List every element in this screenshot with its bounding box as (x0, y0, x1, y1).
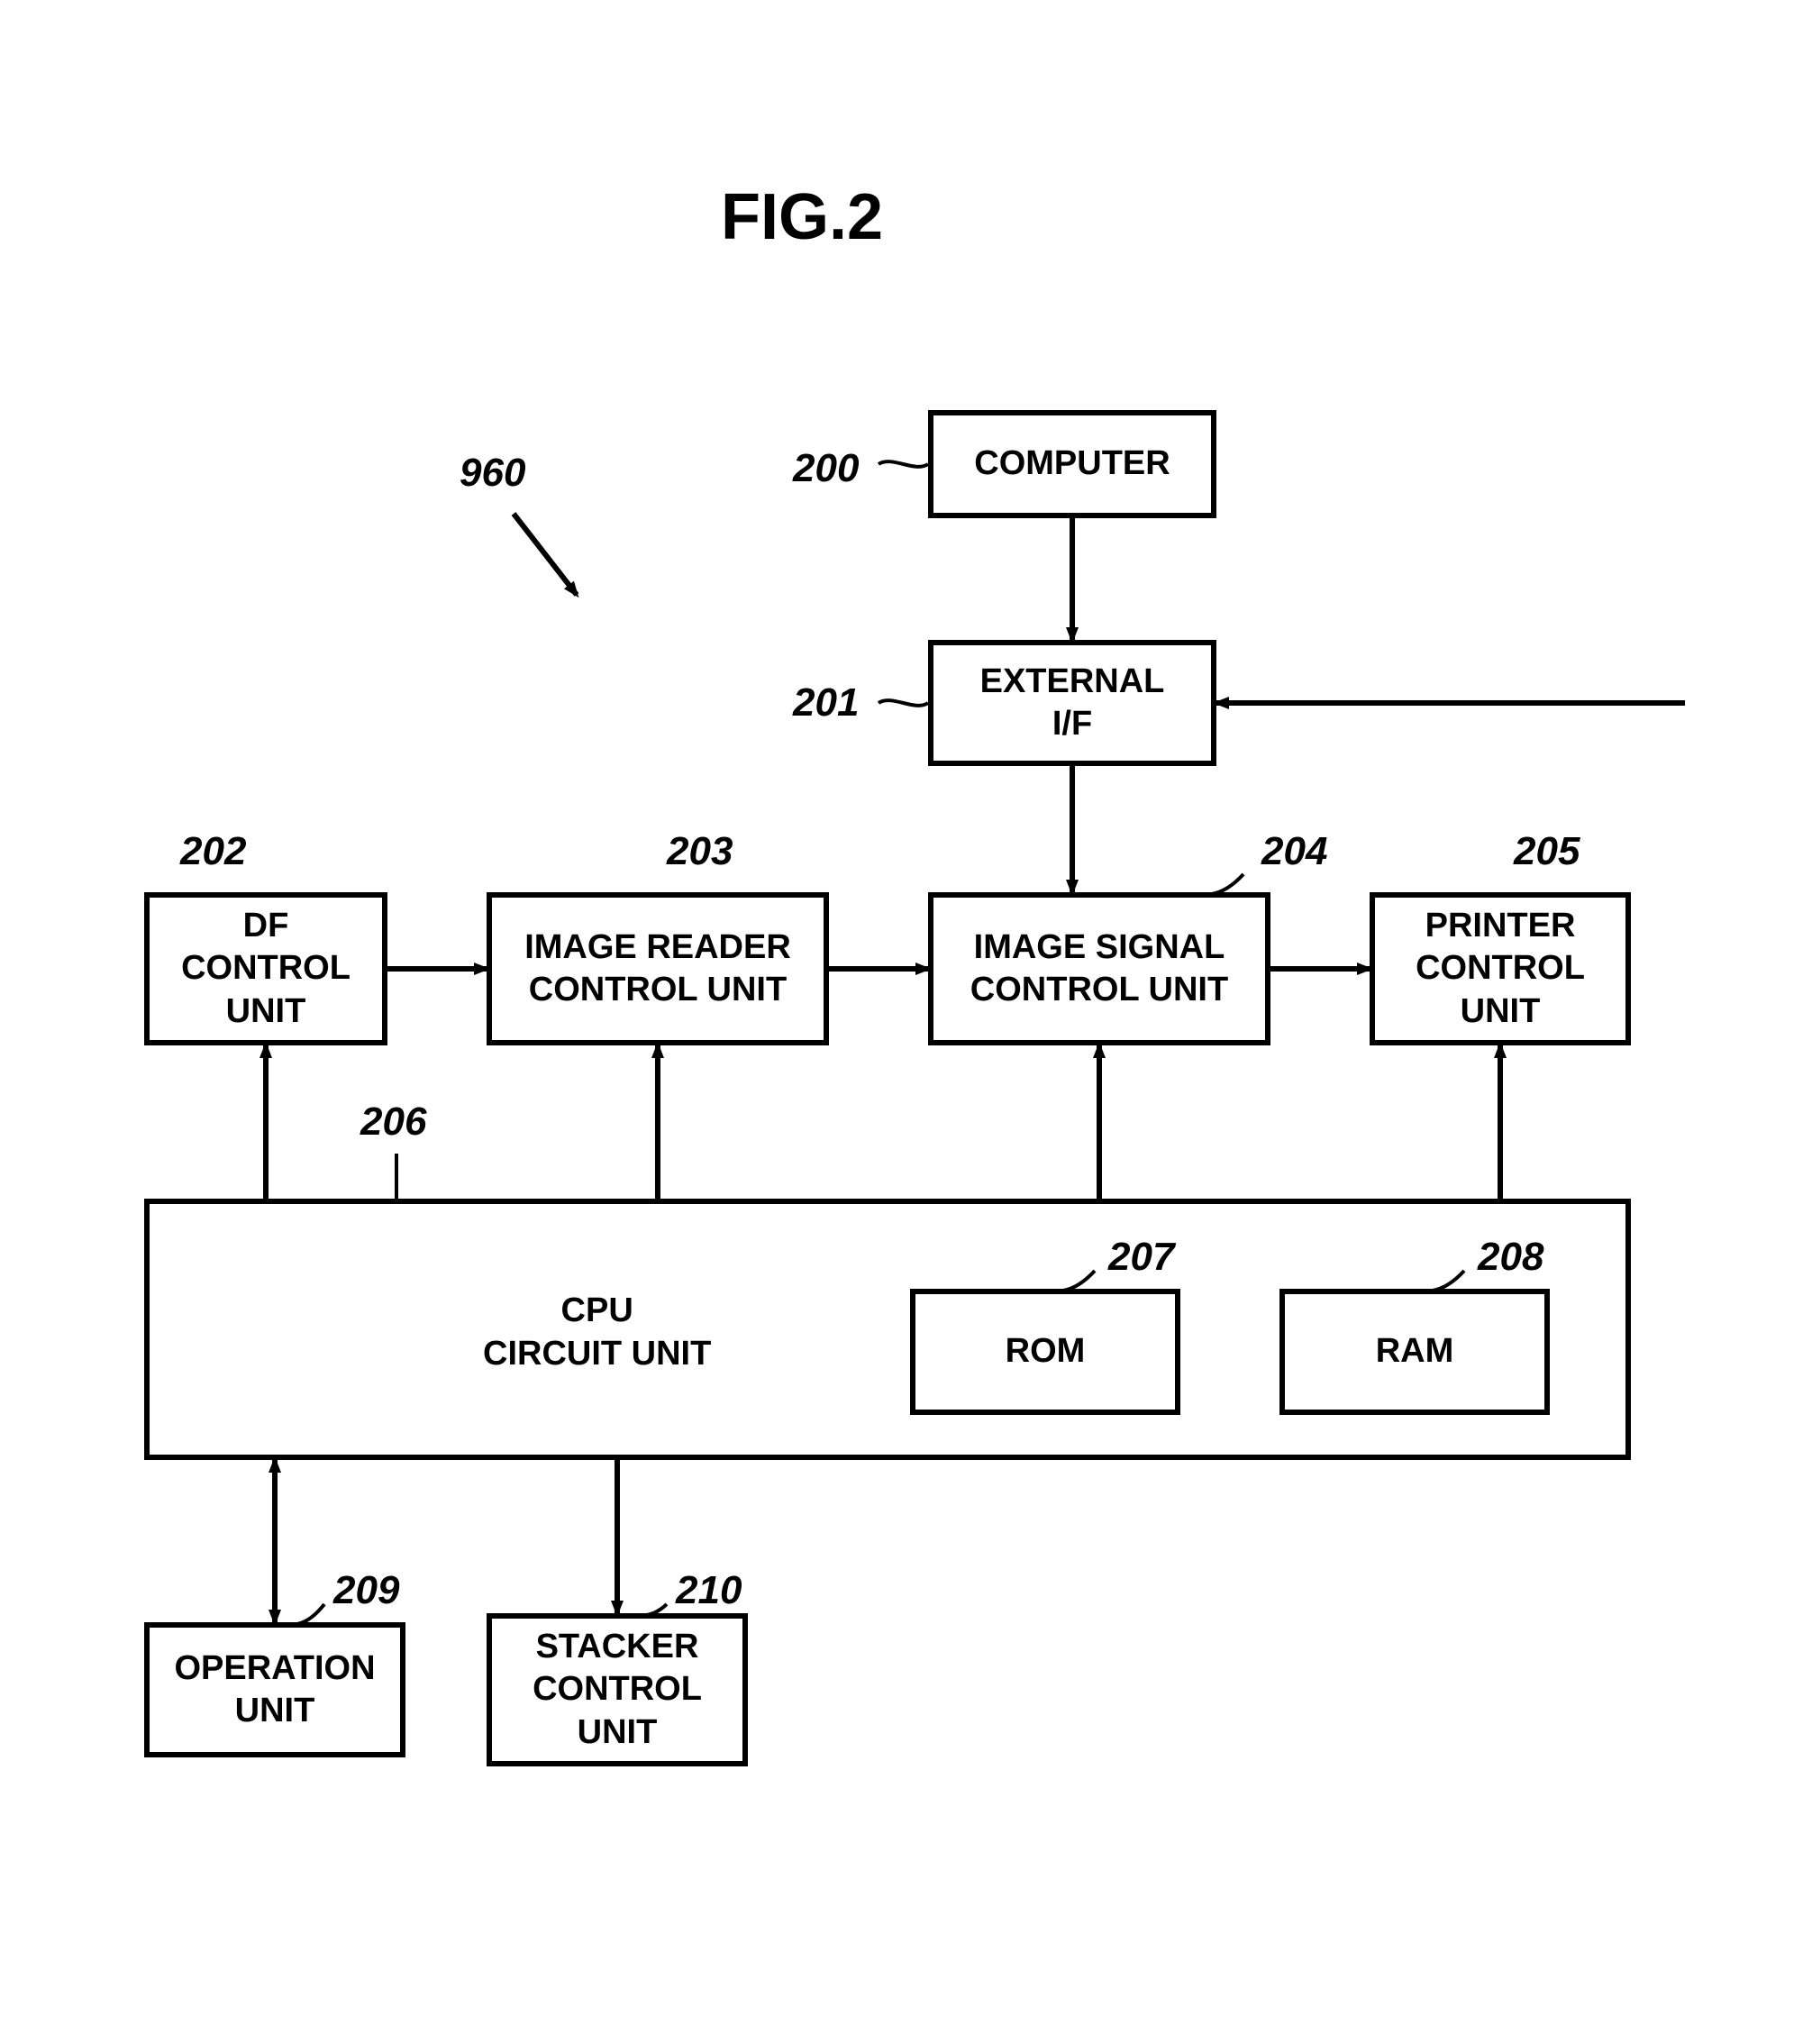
printer-box: PRINTER CONTROL UNIT (1370, 892, 1631, 1045)
df-control-box: DF CONTROL UNIT (144, 892, 387, 1045)
ref-202: 202 (180, 829, 246, 874)
external-if-box: EXTERNAL I/F (928, 640, 1216, 766)
image-signal-box: IMAGE SIGNAL CONTROL UNIT (928, 892, 1270, 1045)
computer-box: COMPUTER (928, 410, 1216, 518)
ref-205: 205 (1514, 829, 1580, 874)
ref-204: 204 (1261, 829, 1327, 874)
ref-leader-computer (879, 461, 928, 467)
figure-title: FIG.2 (721, 180, 883, 254)
ref-200: 200 (793, 446, 859, 491)
ref-203: 203 (667, 829, 733, 874)
operation-unit-box: OPERATION UNIT (144, 1622, 405, 1757)
cpu-label: CPU CIRCUIT UNIT (483, 1290, 711, 1375)
ref-210: 210 (676, 1568, 742, 1613)
ref-207: 207 (1108, 1235, 1174, 1280)
rom-box: ROM (910, 1289, 1180, 1415)
diagram-canvas: FIG.2 960 COMPUTER 200 EXTERNAL I/F 201 … (0, 0, 1812, 2044)
ref-206: 206 (360, 1100, 426, 1145)
image-reader-box: IMAGE READER CONTROL UNIT (487, 892, 829, 1045)
stacker-box: STACKER CONTROL UNIT (487, 1613, 748, 1766)
ram-box: RAM (1279, 1289, 1550, 1415)
ref-leader-operation (297, 1604, 324, 1624)
cpu-circuit-box: CPU CIRCUIT UNIT ROM RAM (144, 1199, 1631, 1460)
ref-960-arrow (514, 514, 577, 595)
ref-201: 201 (793, 680, 859, 725)
ref-208: 208 (1478, 1235, 1543, 1280)
ref-leader-image_signal (1212, 874, 1243, 894)
ref-960-label: 960 (460, 451, 525, 496)
ref-leader-external_if (879, 700, 928, 706)
ref-209: 209 (333, 1568, 399, 1613)
